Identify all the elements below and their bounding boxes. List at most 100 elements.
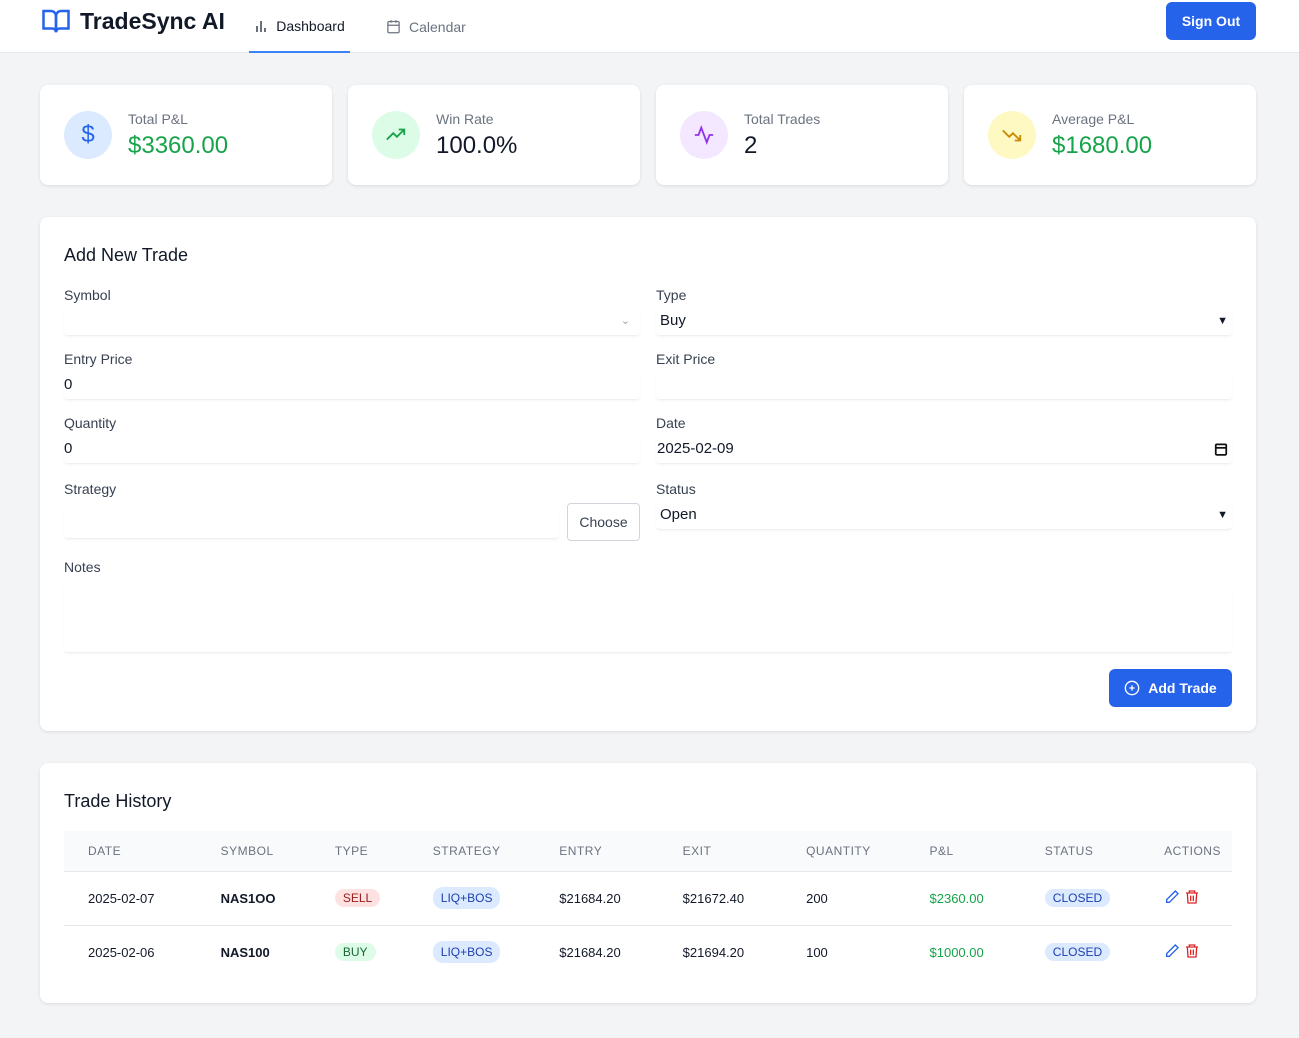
cell-actions <box>1140 870 1232 925</box>
sign-out-button[interactable]: Sign Out <box>1166 2 1256 40</box>
trending-down-icon <box>988 111 1036 159</box>
stat-card-win-rate: Win Rate 100.0% <box>348 85 640 185</box>
strategy-badge: LIQ+BOS <box>432 941 501 964</box>
column-header: STRATEGY <box>408 831 536 871</box>
column-header: EXIT <box>658 831 783 871</box>
strategy-label: Strategy <box>64 481 117 497</box>
cell-status: CLOSED <box>1020 924 1141 979</box>
stat-card-total-trades: Total Trades 2 <box>656 85 948 185</box>
trash-icon[interactable] <box>1184 889 1200 908</box>
column-header: ACTIONS <box>1140 831 1232 871</box>
stat-value: $3360.00 <box>128 132 229 159</box>
stat-value: 2 <box>744 132 758 159</box>
add-trade-form: Add New Trade Symbol ⌄ Type Buy ▼ Entry P… <box>40 217 1256 731</box>
calendar-icon <box>1214 442 1228 456</box>
column-header: QUANTITY <box>782 831 906 871</box>
form-title: Add New Trade <box>64 245 189 265</box>
logo: TradeSync AI <box>40 6 225 36</box>
cell-actions <box>1140 924 1232 979</box>
type-badge: SELL <box>334 889 381 907</box>
cell-exit: $21672.40 <box>658 870 783 925</box>
column-header: ENTRY <box>535 831 659 871</box>
exit-price-input[interactable] <box>656 370 1232 400</box>
date-input[interactable]: 2025-02-09 <box>656 434 1232 464</box>
cell-pnl: $1000.00 <box>905 924 1021 979</box>
status-badge: CLOSED <box>1044 943 1111 962</box>
strategy-input[interactable] <box>64 509 559 539</box>
choose-strategy-button[interactable]: Choose <box>567 503 640 541</box>
notes-textarea[interactable] <box>64 585 1232 653</box>
cell-strategy: LIQ+BOS <box>408 870 536 925</box>
history-title: Trade History <box>64 791 172 811</box>
cell-symbol: NAS1OO <box>196 870 311 925</box>
column-header: STATUS <box>1020 831 1141 871</box>
table-row: 2025-02-07 NAS1OO SELL LIQ+BOS $21684.20… <box>64 870 1232 925</box>
trending-up-icon <box>372 111 420 159</box>
strategy-badge: LIQ+BOS <box>432 887 501 909</box>
exit-price-label: Exit Price <box>656 351 716 367</box>
stat-label: Average P&L <box>1052 111 1135 127</box>
trade-history: Trade History DATE SYMBOL TYPE STRATEGY ENTR… <box>40 763 1256 1003</box>
add-trade-label: Add Trade <box>1148 680 1217 696</box>
notes-label: Notes <box>64 559 101 575</box>
date-value: 2025-02-09 <box>657 440 734 457</box>
quantity-label: Quantity <box>64 415 117 431</box>
stat-value: $1680.00 <box>1052 132 1153 159</box>
cell-date: 2025-02-07 <box>64 870 197 925</box>
stat-label: Total Trades <box>744 111 821 127</box>
stat-label: Total P&L <box>128 111 188 127</box>
edit-icon[interactable] <box>1164 889 1180 908</box>
dollar-icon: $ <box>64 111 112 159</box>
trade-table: DATE SYMBOL TYPE STRATEGY ENTRY EXIT QUANTITY P… <box>64 831 1232 979</box>
cell-quantity: 200 <box>782 870 906 925</box>
tab-calendar[interactable]: Calendar <box>386 0 466 53</box>
chevron-down-icon: ▼ <box>1217 508 1228 521</box>
entry-price-label: Entry Price <box>64 351 133 367</box>
app-title: TradeSync AI <box>80 7 225 34</box>
tab-label: Dashboard <box>276 17 345 34</box>
chevron-down-icon: ▼ <box>1217 314 1228 327</box>
stat-value: 100.0% <box>436 132 518 159</box>
quantity-input[interactable]: 0 <box>64 434 640 464</box>
cell-pnl: $2360.00 <box>905 870 1021 925</box>
cell-entry: $21684.20 <box>535 870 659 925</box>
type-label: Type <box>656 287 687 303</box>
cell-entry: $21684.20 <box>535 924 659 979</box>
symbol-label: Symbol <box>64 287 111 303</box>
activity-icon <box>680 111 728 159</box>
stat-label: Win Rate <box>436 111 494 127</box>
table-row: 2025-02-06 NAS100 BUY LIQ+BOS $21684.20 … <box>64 924 1232 979</box>
trash-icon[interactable] <box>1184 943 1200 962</box>
book-open-icon <box>42 9 70 33</box>
cell-date: 2025-02-06 <box>64 924 197 979</box>
cell-quantity: 100 <box>782 924 906 979</box>
cell-status: CLOSED <box>1020 870 1141 925</box>
top-nav: TradeSync AI Dashboard Calendar Sign Out <box>0 0 1299 53</box>
cell-type: BUY <box>310 924 409 979</box>
column-header: DATE <box>64 831 197 871</box>
plus-circle-icon <box>1124 680 1140 696</box>
column-header: P&L <box>905 831 1021 871</box>
bar-chart-icon <box>256 20 266 32</box>
cell-strategy: LIQ+BOS <box>408 924 536 979</box>
type-select[interactable]: Buy ▼ <box>656 306 1232 336</box>
edit-icon[interactable] <box>1164 943 1180 962</box>
column-header: TYPE <box>310 831 409 871</box>
status-badge: CLOSED <box>1044 889 1111 907</box>
type-badge: BUY <box>334 943 376 962</box>
column-header: SYMBOL <box>196 831 311 871</box>
status-label: Status <box>656 481 696 497</box>
tab-dashboard[interactable]: Dashboard <box>249 0 350 53</box>
date-label: Date <box>656 415 686 431</box>
stat-card-total-pnl: $ Total P&L $3360.00 <box>40 85 332 185</box>
status-select[interactable]: Open ▼ <box>656 500 1232 530</box>
cell-exit: $21694.20 <box>658 924 783 979</box>
tab-label: Calendar <box>409 18 466 35</box>
chevron-down-icon: ⌄ <box>620 315 630 327</box>
symbol-select[interactable]: ⌄ <box>64 306 640 336</box>
stat-card-average-pnl: Average P&L $1680.00 <box>964 85 1256 185</box>
entry-price-input[interactable]: 0 <box>64 370 640 400</box>
cell-type: SELL <box>310 870 409 925</box>
add-trade-button[interactable]: Add Trade <box>1109 669 1232 707</box>
calendar-icon <box>387 20 400 34</box>
